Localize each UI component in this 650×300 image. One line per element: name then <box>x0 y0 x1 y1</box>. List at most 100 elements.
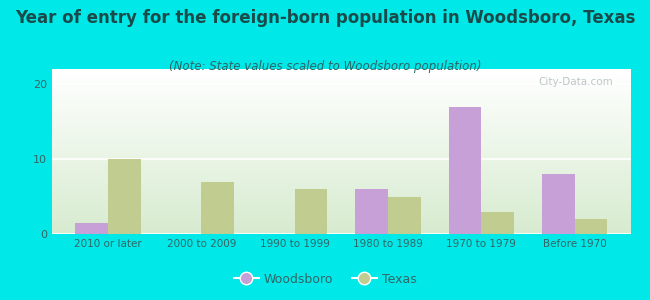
Text: City-Data.com: City-Data.com <box>538 77 613 87</box>
Bar <box>52 127 630 128</box>
Bar <box>52 109 630 110</box>
Text: Year of entry for the foreign-born population in Woodsboro, Texas: Year of entry for the foreign-born popul… <box>15 9 635 27</box>
Bar <box>52 194 630 196</box>
Bar <box>52 224 630 226</box>
Bar <box>52 201 630 203</box>
Bar <box>52 136 630 138</box>
Bar <box>52 77 630 79</box>
Bar <box>52 122 630 124</box>
Bar <box>52 97 630 99</box>
Bar <box>52 219 630 221</box>
Bar <box>52 168 630 170</box>
Bar <box>52 94 630 95</box>
Bar <box>52 150 630 152</box>
Bar <box>52 178 630 179</box>
Bar <box>52 124 630 125</box>
Bar <box>52 133 630 135</box>
Bar <box>388 196 421 234</box>
Bar <box>52 227 630 229</box>
Bar <box>52 211 630 212</box>
Bar <box>52 231 630 232</box>
Bar <box>294 189 327 234</box>
Bar <box>75 223 108 234</box>
Bar <box>52 107 630 109</box>
Bar <box>52 132 630 133</box>
Bar <box>52 74 630 76</box>
Bar <box>52 171 630 173</box>
Bar <box>52 135 630 136</box>
Bar <box>52 176 630 178</box>
Bar <box>52 203 630 204</box>
Bar <box>52 209 630 211</box>
Bar <box>52 140 630 142</box>
Bar <box>481 212 514 234</box>
Bar <box>52 186 630 188</box>
Bar <box>52 216 630 218</box>
Bar <box>448 106 481 234</box>
Bar <box>356 189 388 234</box>
Bar <box>52 95 630 97</box>
Bar <box>52 110 630 112</box>
Bar <box>52 89 630 90</box>
Legend: Woodsboro, Texas: Woodsboro, Texas <box>229 268 421 291</box>
Bar <box>52 208 630 209</box>
Bar <box>52 147 630 148</box>
Bar <box>52 76 630 77</box>
Bar <box>52 232 630 234</box>
Bar <box>52 212 630 214</box>
Bar <box>52 157 630 158</box>
Bar <box>52 148 630 150</box>
Bar <box>52 214 630 216</box>
Bar <box>52 120 630 122</box>
Bar <box>52 190 630 191</box>
Bar <box>52 85 630 87</box>
Bar <box>52 184 630 186</box>
Bar <box>52 92 630 94</box>
Text: (Note: State values scaled to Woodsboro population): (Note: State values scaled to Woodsboro … <box>169 60 481 73</box>
Bar <box>52 161 630 163</box>
Bar <box>52 191 630 193</box>
Bar <box>52 115 630 117</box>
Bar <box>52 145 630 147</box>
Bar <box>52 173 630 175</box>
Bar <box>202 182 234 234</box>
Bar <box>575 219 607 234</box>
Bar <box>52 130 630 132</box>
Bar <box>52 175 630 176</box>
Bar <box>52 163 630 165</box>
Bar <box>52 218 630 219</box>
Bar <box>52 206 630 208</box>
Bar <box>52 113 630 115</box>
Bar <box>52 72 630 74</box>
Bar <box>52 183 630 184</box>
Bar <box>52 100 630 102</box>
Bar <box>52 105 630 107</box>
Bar <box>52 112 630 113</box>
Bar <box>52 125 630 127</box>
Bar <box>52 91 630 92</box>
Bar <box>52 165 630 166</box>
Bar <box>52 70 630 72</box>
Bar <box>52 79 630 80</box>
Bar <box>52 188 630 190</box>
Bar <box>52 221 630 223</box>
Bar <box>52 80 630 82</box>
Bar <box>52 166 630 168</box>
Bar <box>52 142 630 143</box>
Bar <box>52 155 630 156</box>
Bar <box>52 199 630 201</box>
Bar <box>52 170 630 171</box>
Bar <box>542 174 575 234</box>
Bar <box>52 223 630 224</box>
Bar <box>52 87 630 89</box>
Bar <box>108 159 140 234</box>
Bar <box>52 196 630 198</box>
Bar <box>52 69 630 70</box>
Bar <box>52 204 630 206</box>
Bar <box>52 138 630 140</box>
Bar <box>52 158 630 160</box>
Bar <box>52 193 630 194</box>
Bar <box>52 104 630 105</box>
Bar <box>52 128 630 130</box>
Bar <box>52 179 630 181</box>
